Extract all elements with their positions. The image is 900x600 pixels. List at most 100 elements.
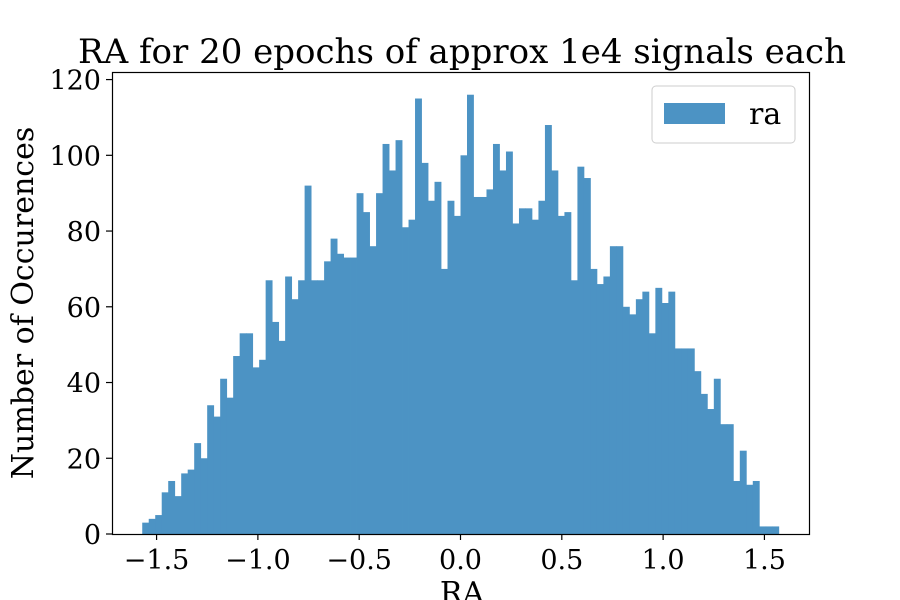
- histogram-bar: [622, 306, 630, 534]
- histogram-bar: [629, 314, 637, 534]
- histogram-bar: [648, 333, 656, 534]
- histogram-bar: [408, 219, 416, 534]
- histogram-bar: [350, 257, 357, 534]
- histogram-bar: [460, 155, 468, 534]
- histogram-bar: [148, 518, 156, 534]
- histogram-bar: [525, 208, 533, 534]
- histogram-bar: [278, 340, 286, 534]
- x-tick-label: −0.5: [326, 545, 392, 576]
- x-tick-label: −1.0: [225, 545, 291, 576]
- histogram-bar: [531, 219, 539, 534]
- histogram-bar: [538, 200, 546, 534]
- histogram-bar: [681, 348, 689, 534]
- histogram-bar: [363, 212, 370, 535]
- histogram-bar: [752, 480, 760, 534]
- histogram-bar: [583, 178, 591, 534]
- histogram-bar: [434, 181, 442, 534]
- histogram-bar: [376, 193, 383, 534]
- legend-swatch-ra: [664, 103, 725, 124]
- histogram-bar: [700, 393, 708, 534]
- histogram-bar: [518, 208, 526, 534]
- histogram-bar: [733, 480, 741, 534]
- histogram-bar: [759, 526, 767, 534]
- histogram-bar: [707, 409, 715, 534]
- histogram-bar: [213, 416, 221, 534]
- histogram-bar: [181, 473, 189, 534]
- y-axis-label: Number of Occurences: [6, 127, 41, 479]
- histogram-bar: [746, 484, 754, 534]
- histogram-bar: [557, 215, 565, 534]
- histogram-bar: [291, 299, 299, 534]
- histogram-bar: [512, 223, 520, 535]
- histogram-bar: [259, 359, 267, 534]
- histogram-bar: [551, 170, 559, 534]
- histogram-bar: [317, 280, 325, 534]
- histogram-bar: [713, 378, 721, 534]
- histogram-bar: [441, 268, 448, 534]
- histogram-bar: [298, 280, 306, 534]
- histogram-bar: [564, 212, 572, 535]
- histogram-bar: [226, 397, 234, 534]
- histogram-bar: [421, 162, 429, 534]
- histogram-bar: [324, 261, 331, 534]
- histogram-bar: [161, 492, 169, 534]
- histogram-bar: [609, 246, 617, 534]
- histogram-bar: [252, 367, 260, 534]
- histogram-bar: [272, 321, 280, 534]
- x-tick-label: 0.5: [540, 545, 583, 576]
- histogram-bar: [239, 333, 247, 534]
- legend: ra: [651, 85, 796, 144]
- histogram-bar: [486, 189, 494, 534]
- histogram-bar: [155, 515, 163, 534]
- histogram-bars: [142, 94, 780, 535]
- histogram-bar: [194, 443, 202, 534]
- histogram-bar: [668, 291, 676, 534]
- histogram-bar: [674, 348, 682, 534]
- histogram-bar: [590, 268, 598, 534]
- histogram-bar: [285, 276, 293, 534]
- histogram-bar: [467, 94, 474, 534]
- histogram-bar: [337, 253, 344, 534]
- histogram-bar: [479, 196, 487, 534]
- histogram-bar: [765, 526, 773, 534]
- histogram-bar: [726, 424, 734, 534]
- histogram-bar: [330, 238, 338, 534]
- histogram-bar: [356, 193, 364, 534]
- histogram-bar: [635, 299, 643, 534]
- histogram-bar: [382, 143, 390, 534]
- histogram-bar: [661, 303, 669, 534]
- x-axis-label: RA: [440, 576, 485, 600]
- histogram-bar: [168, 480, 176, 534]
- histogram-bar: [207, 405, 215, 534]
- histogram-bar: [655, 287, 663, 534]
- histogram-bar: [142, 522, 150, 534]
- x-tick-label: 1.5: [743, 545, 786, 576]
- histogram-bar: [499, 170, 507, 534]
- x-tick-label: −1.5: [124, 545, 190, 576]
- histogram-bar: [454, 215, 461, 534]
- histogram-bar: [304, 185, 312, 535]
- histogram-bar: [694, 371, 702, 534]
- x-tick-label: 0.0: [439, 545, 482, 576]
- histogram-bar: [603, 276, 611, 534]
- histogram-bar: [687, 348, 695, 534]
- histogram-bar: [233, 356, 241, 534]
- histogram-bar: [577, 166, 585, 535]
- histogram-bar: [596, 284, 604, 534]
- histogram-bar: [505, 151, 513, 534]
- histogram-bar: [187, 469, 195, 534]
- histogram-bar: [265, 280, 273, 534]
- histogram-bar: [616, 246, 624, 534]
- y-axis-ticks: 0 20 40 60 80 100 120: [49, 66, 112, 551]
- histogram-bar: [720, 424, 728, 534]
- histogram-bar: [772, 526, 780, 534]
- histogram-bar: [473, 196, 481, 534]
- histogram-bar: [220, 378, 228, 534]
- histogram-bar: [395, 140, 403, 534]
- histogram-bar: [369, 246, 377, 534]
- histogram-bar: [428, 200, 435, 534]
- histogram-bar: [642, 291, 650, 534]
- histogram-bar: [311, 280, 319, 534]
- chart-title: RA for 20 epochs of approx 1e4 signals e…: [78, 32, 846, 72]
